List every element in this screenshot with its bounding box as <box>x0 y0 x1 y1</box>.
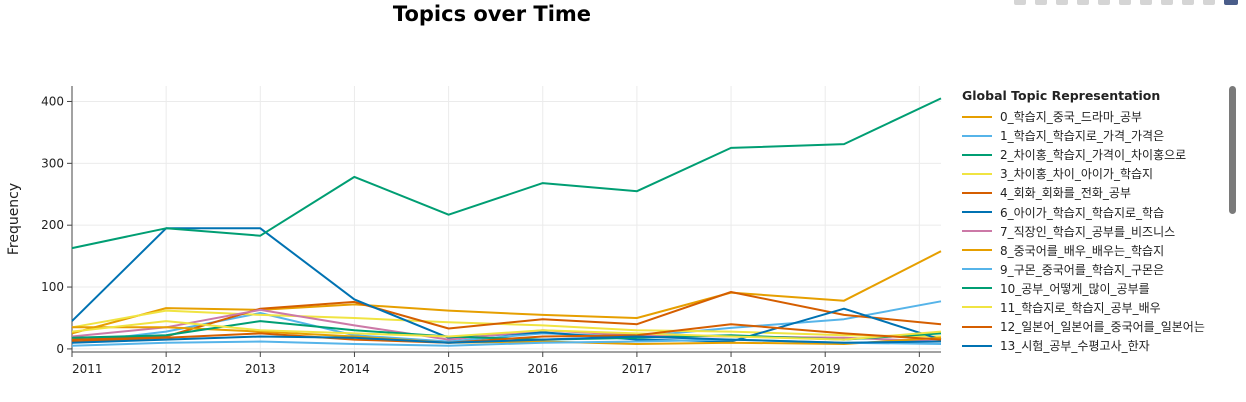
legend-swatch <box>962 306 992 309</box>
legend-scrollbar[interactable] <box>1229 86 1236 214</box>
legend-label: 2_차이홍_학습지_가격이_차이홍으로 <box>1000 148 1187 163</box>
y-tick-label: 100 <box>41 280 64 294</box>
hover-closest-icon[interactable] <box>1182 0 1194 5</box>
zoom-out-icon[interactable] <box>1098 0 1110 5</box>
pan-icon[interactable] <box>1056 0 1068 5</box>
x-tick-label: 2019 <box>810 362 841 376</box>
x-tick-label: 2017 <box>622 362 653 376</box>
series-line-11 <box>71 323 942 344</box>
x-tick-label: 2018 <box>716 362 747 376</box>
y-tick-label: 0 <box>56 342 64 356</box>
legend-swatch <box>962 344 992 347</box>
x-tick-label: 2011 <box>72 362 103 376</box>
reset-axes-icon[interactable] <box>1140 0 1152 5</box>
legend-item[interactable]: 2_차이홍_학습지_가격이_차이홍으로 <box>962 145 1224 164</box>
modebar <box>1014 0 1238 6</box>
legend-title: Global Topic Representation <box>962 88 1161 103</box>
legend-label: 0_학습지_중국_드라마_공부 <box>1000 110 1143 125</box>
legend-label: 11_학습지로_학습지_공부_배우 <box>1000 300 1161 315</box>
series-line-12 <box>71 335 942 344</box>
legend-swatch <box>962 268 992 271</box>
x-tick-label: 2016 <box>527 362 558 376</box>
legend-swatch <box>962 325 992 328</box>
legend-item[interactable]: 4_회화_회화를_전화_공부 <box>962 183 1224 202</box>
x-tick-label: 2014 <box>339 362 370 376</box>
series-line-0 <box>71 250 942 335</box>
legend-label: 13_시험_공부_수평고사_한자 <box>1000 339 1150 354</box>
legend-swatch <box>962 191 992 194</box>
legend-items: 0_학습지_중국_드라마_공부 1_학습지_학습지로_가격_가격은 2_차이홍_학습… <box>962 107 1224 355</box>
series-line-2 <box>71 97 942 250</box>
plotly-logo-icon[interactable] <box>1224 0 1238 5</box>
x-tick-label: 2013 <box>245 362 276 376</box>
x-tick-label: 2015 <box>433 362 464 376</box>
legend-item[interactable]: 6_아이가_학습지_학습지로_학습 <box>962 202 1224 221</box>
legend-item[interactable]: 12_일본어_일본어를_중국어를_일본어는 <box>962 317 1224 336</box>
zoom-in-icon[interactable] <box>1077 0 1089 5</box>
legend: Global Topic Representation 0_학습지_중국_드라마… <box>962 88 1224 355</box>
legend-item[interactable]: 7_직장인_학습지_공부를_비즈니스 <box>962 222 1224 241</box>
legend-label: 9_구몬_중국어를_학습지_구몬은 <box>1000 262 1165 277</box>
legend-label: 12_일본어_일본어를_중국어를_일본어는 <box>1000 320 1205 335</box>
hover-compare-icon[interactable] <box>1203 0 1215 5</box>
legend-label: 10_공부_어떻게_많이_공부를 <box>1000 281 1150 296</box>
x-tick-label: 2020 <box>904 362 935 376</box>
legend-swatch <box>962 134 992 137</box>
legend-label: 1_학습지_학습지로_가격_가격은 <box>1000 129 1165 144</box>
autoscale-icon[interactable] <box>1119 0 1131 5</box>
series-line-10 <box>71 320 942 341</box>
legend-swatch <box>962 115 992 118</box>
x-tick-label: 2012 <box>151 362 182 376</box>
legend-item[interactable]: 3_차이홍_차이_아이가_학습지 <box>962 164 1224 183</box>
legend-item[interactable]: 0_학습지_중국_드라마_공부 <box>962 107 1224 126</box>
legend-label: 4_회화_회화를_전화_공부 <box>1000 186 1131 201</box>
spike-lines-icon[interactable] <box>1161 0 1173 5</box>
legend-swatch <box>962 211 992 214</box>
series-line-4 <box>71 291 942 341</box>
legend-swatch <box>962 172 992 175</box>
legend-label: 7_직장인_학습지_공부를_비즈니스 <box>1000 224 1176 239</box>
legend-item[interactable]: 1_학습지_학습지로_가격_가격은 <box>962 126 1224 145</box>
legend-swatch <box>962 230 992 233</box>
legend-item[interactable]: 9_구몬_중국어를_학습지_구몬은 <box>962 260 1224 279</box>
legend-label: 3_차이홍_차이_아이가_학습지 <box>1000 167 1154 182</box>
legend-swatch <box>962 249 992 252</box>
legend-swatch <box>962 287 992 290</box>
legend-item[interactable]: 8_중국어를_배우_배우는_학습지 <box>962 241 1224 260</box>
chart-title: Topics over Time <box>392 2 592 26</box>
legend-label: 6_아이가_학습지_학습지로_학습 <box>1000 205 1165 220</box>
legend-item[interactable]: 13_시험_공부_수평고사_한자 <box>962 336 1224 355</box>
legend-label: 8_중국어를_배우_배우는_학습지 <box>1000 243 1165 258</box>
legend-item[interactable]: 11_학습지로_학습지_공부_배우 <box>962 298 1224 317</box>
y-tick-label: 300 <box>41 156 64 170</box>
legend-item[interactable]: 10_공부_어떻게_많이_공부를 <box>962 279 1224 298</box>
legend-swatch <box>962 153 992 156</box>
y-tick-label: 200 <box>41 218 64 232</box>
camera-icon[interactable] <box>1014 0 1026 5</box>
y-tick-label: 400 <box>41 94 64 108</box>
y-axis-title: Frequency <box>6 183 22 255</box>
zoom-icon[interactable] <box>1035 0 1047 5</box>
